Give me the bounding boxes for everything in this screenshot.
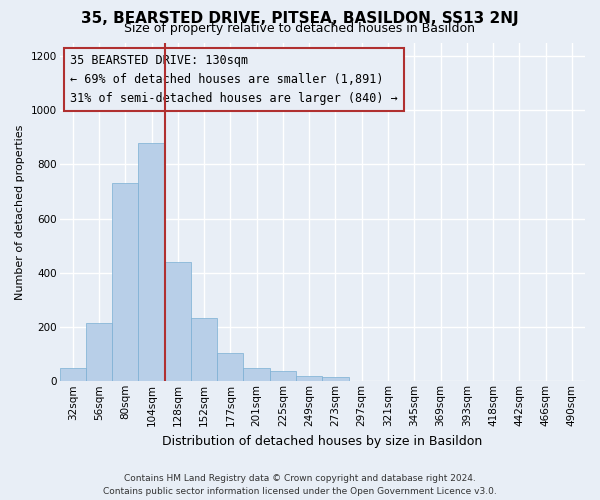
Bar — [86, 323, 112, 382]
Bar — [112, 184, 139, 382]
Bar — [322, 377, 349, 382]
Bar — [296, 376, 322, 382]
Bar — [59, 368, 86, 382]
Y-axis label: Number of detached properties: Number of detached properties — [15, 124, 25, 300]
Text: 35, BEARSTED DRIVE, PITSEA, BASILDON, SS13 2NJ: 35, BEARSTED DRIVE, PITSEA, BASILDON, SS… — [81, 11, 519, 26]
Bar — [191, 318, 217, 382]
X-axis label: Distribution of detached houses by size in Basildon: Distribution of detached houses by size … — [162, 434, 482, 448]
Text: Contains HM Land Registry data © Crown copyright and database right 2024.
Contai: Contains HM Land Registry data © Crown c… — [103, 474, 497, 496]
Text: Size of property relative to detached houses in Basildon: Size of property relative to detached ho… — [125, 22, 476, 35]
Bar — [270, 371, 296, 382]
Text: 35 BEARSTED DRIVE: 130sqm
← 69% of detached houses are smaller (1,891)
31% of se: 35 BEARSTED DRIVE: 130sqm ← 69% of detac… — [70, 54, 398, 106]
Bar — [164, 262, 191, 382]
Bar — [217, 353, 244, 382]
Bar — [139, 143, 164, 382]
Bar — [244, 368, 270, 382]
